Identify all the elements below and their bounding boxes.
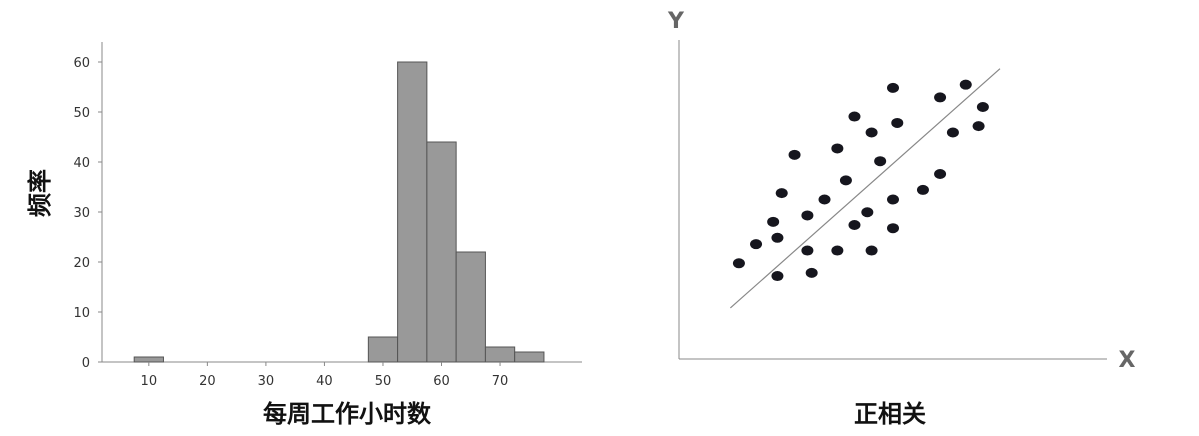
scatter-point xyxy=(861,207,874,218)
scatter-point xyxy=(887,223,899,234)
scatter-point xyxy=(887,194,899,205)
scatter-point xyxy=(865,127,878,138)
histogram-panel: 10 20 30 40 50 60 70 0 10 20 30 40 50 60 每周工作小时数 频率 xyxy=(26,42,582,428)
histogram-x-tick-label: 70 xyxy=(492,374,509,389)
histogram-bar xyxy=(367,336,399,363)
scatter-point xyxy=(788,149,801,160)
histogram-y-tick-label: 30 xyxy=(73,206,90,221)
scatter-point xyxy=(946,127,959,138)
histogram-y-tick-label: 10 xyxy=(73,306,90,321)
scatter-point xyxy=(801,210,814,221)
histogram-y-tick-label: 40 xyxy=(73,156,90,171)
histogram-y-axis-label: 频率 xyxy=(26,169,54,217)
scatter-y-axis-label: Y xyxy=(667,9,685,34)
scatter-point xyxy=(771,232,784,243)
scatter-point xyxy=(839,175,852,186)
scatter-x-axis-label: X xyxy=(1119,348,1136,373)
scatter-trend-line xyxy=(729,68,1001,309)
histogram-y-tick-label: 50 xyxy=(73,106,90,121)
scatter-point xyxy=(976,101,989,112)
scatter-point xyxy=(891,117,904,128)
scatter-point xyxy=(916,184,929,195)
scatter-point xyxy=(775,188,788,199)
scatter-point xyxy=(934,168,947,179)
scatter-point xyxy=(831,245,844,256)
histogram-x-tick-label: 30 xyxy=(258,374,275,389)
scatter-point xyxy=(732,258,745,269)
scatter-point xyxy=(801,245,814,256)
histogram-x-tick-label: 50 xyxy=(375,374,392,389)
histogram-x-tick-label: 10 xyxy=(141,374,158,389)
scatter-point xyxy=(848,220,861,231)
scatter-point xyxy=(771,271,784,282)
scatter-point xyxy=(959,79,972,90)
scatter-point xyxy=(934,92,947,103)
histogram-bar xyxy=(455,251,486,363)
histogram-y-tick-label: 20 xyxy=(73,256,90,271)
histogram-bar xyxy=(514,351,545,363)
histogram-x-tick-label: 20 xyxy=(199,374,216,389)
histogram-y-tick-label: 0 xyxy=(82,356,90,371)
histogram-y-ticks: 0 10 20 30 40 50 60 xyxy=(73,56,102,371)
scatter-point xyxy=(972,121,985,132)
histogram-y-tick-label: 60 xyxy=(73,56,90,71)
scatter-point xyxy=(750,239,763,250)
scatter-point xyxy=(865,245,878,256)
scatter-points xyxy=(732,79,989,282)
scatter-title: 正相关 xyxy=(854,400,926,428)
scatter-point xyxy=(874,156,887,167)
histogram-bar xyxy=(484,346,516,363)
histogram-x-ticks: 10 20 30 40 50 60 70 xyxy=(141,362,509,389)
scatter-panel: Y X 正相关 xyxy=(667,9,1135,428)
scatter-point xyxy=(818,194,831,205)
histogram-bars xyxy=(133,61,545,363)
histogram-bar xyxy=(397,61,428,363)
scatter-point xyxy=(805,267,818,278)
histogram-bar xyxy=(133,356,164,363)
scatter-point xyxy=(831,143,844,154)
histogram-x-tick-label: 60 xyxy=(433,374,450,389)
scatter-point xyxy=(887,82,899,93)
histogram-x-axis-label: 每周工作小时数 xyxy=(263,400,432,428)
scatter-point xyxy=(767,216,780,227)
histogram-x-tick-label: 40 xyxy=(316,374,333,389)
histogram-bar xyxy=(426,141,457,363)
scatter-point xyxy=(848,111,861,122)
